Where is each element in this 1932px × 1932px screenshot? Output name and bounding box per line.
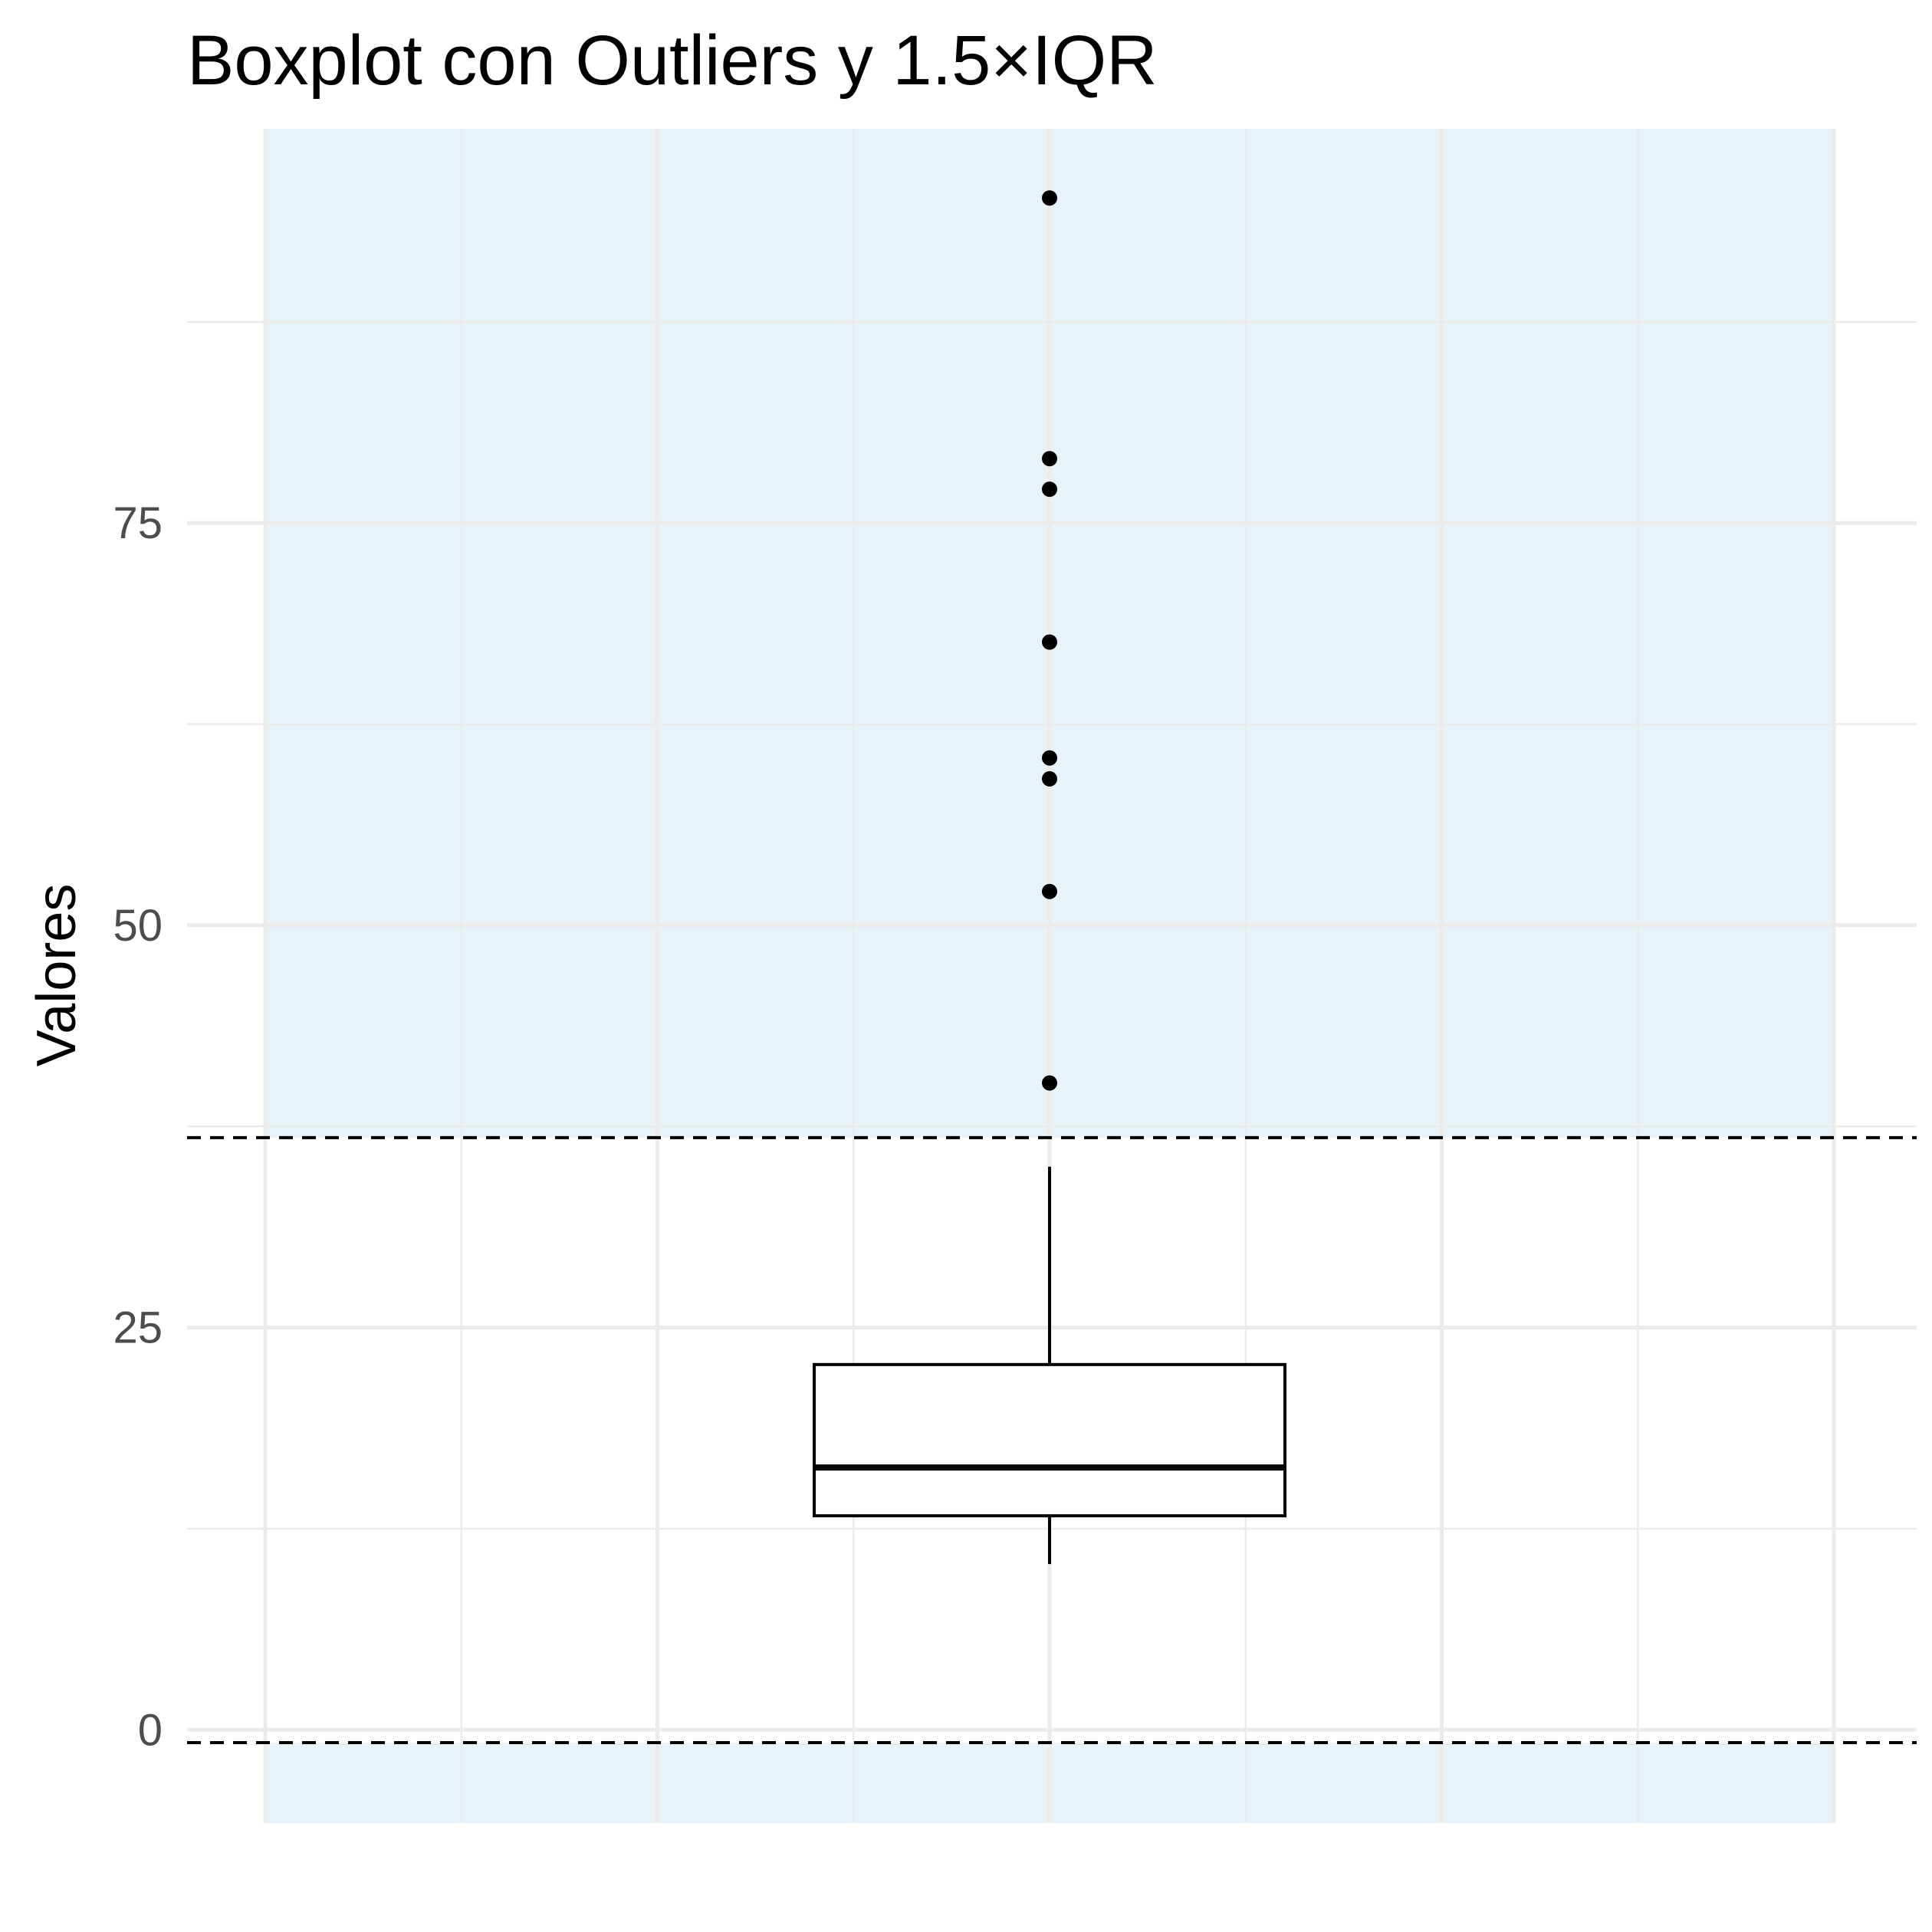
y-tick-label: 50: [113, 901, 163, 951]
outlier-point: [1042, 481, 1057, 498]
y-tick-label: 0: [138, 1705, 163, 1755]
outlier-point: [1042, 1075, 1057, 1091]
outlier-point: [1042, 750, 1057, 766]
chart-title: Boxplot con Outliers y 1.5×IQR: [187, 21, 1158, 100]
outlier-point: [1042, 634, 1057, 650]
outlier-point: [1042, 883, 1057, 899]
outlier-point: [1042, 451, 1057, 467]
outlier-point: [1042, 770, 1057, 787]
y-tick-label: 75: [113, 498, 163, 548]
y-tick-label: 25: [113, 1303, 163, 1353]
outlier-point: [1042, 190, 1057, 206]
y-axis-label: Valores: [26, 884, 87, 1067]
box-iqr: [813, 1362, 1286, 1518]
